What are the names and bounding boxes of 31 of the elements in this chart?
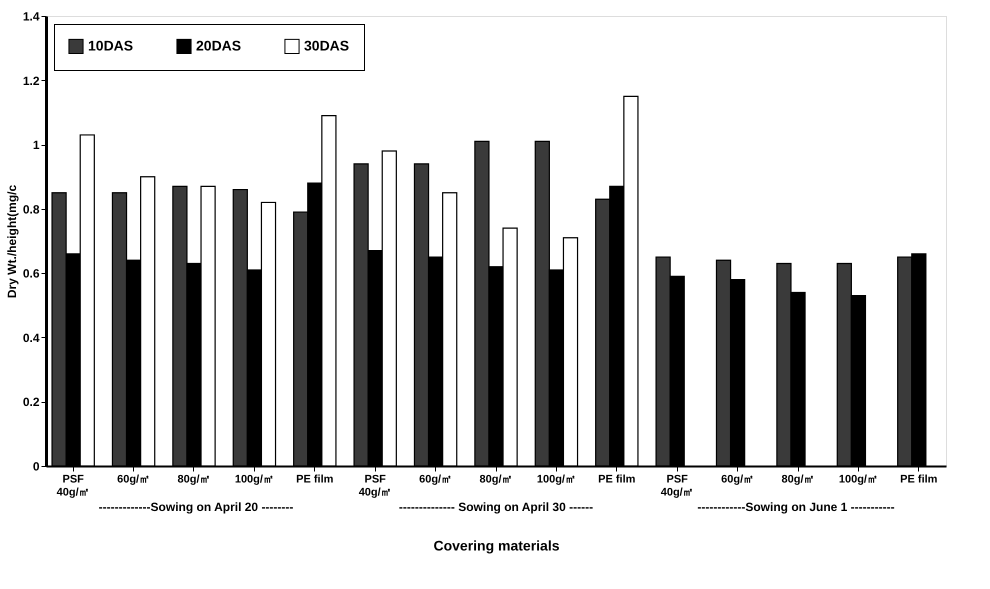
x-tick-label: 100g/㎡: [838, 474, 878, 486]
y-axis-title: Dry Wt./height(mg/c: [4, 184, 19, 298]
y-tick-label: 1.2: [22, 74, 40, 88]
y-tick-label: 0.2: [22, 395, 40, 410]
x-tick-label: PSF 40g/㎡: [660, 474, 694, 498]
y-tick-label: 0.4: [22, 330, 40, 345]
text: -------------- Sowing on April 30 ------: [398, 500, 594, 514]
y-tick-label: 0.8: [22, 202, 40, 216]
x-tick-label: 60g/㎡: [721, 474, 754, 486]
x-tick-label: 100g/㎡: [536, 474, 576, 486]
x-tick-label: 80g/㎡: [782, 474, 815, 486]
y-tick-label: 0: [32, 460, 40, 474]
x-tick-label: 100g/㎡: [234, 474, 274, 486]
text: -------------Sowing on April 20 --------: [98, 500, 294, 514]
x-axis-title: Covering materials: [433, 538, 560, 554]
x-tick-label: PSF 40g/㎡: [56, 474, 90, 498]
x-tick-label: 60g/㎡: [117, 474, 150, 486]
legend-label: 30DAS: [304, 37, 350, 54]
y-tick-label: 1.4: [22, 10, 40, 24]
x-tick-label: PSF 40g/㎡: [358, 474, 392, 498]
text: ------------Sowing on June 1 -----------: [697, 500, 895, 514]
legend-label: 20DAS: [196, 37, 242, 54]
legend-label: 10DAS: [88, 37, 134, 54]
x-tick-label: PE film: [900, 474, 938, 486]
x-tick-label: 80g/㎡: [177, 474, 210, 486]
y-tick-label: 0.6: [22, 266, 40, 281]
x-tick-label: 80g/㎡: [479, 474, 513, 486]
x-tick-label: PE film: [296, 474, 334, 486]
y-tick-label: 1: [32, 138, 40, 152]
x-tick-label: PE film: [598, 474, 636, 486]
x-tick-label: 60g/㎡: [419, 474, 452, 486]
